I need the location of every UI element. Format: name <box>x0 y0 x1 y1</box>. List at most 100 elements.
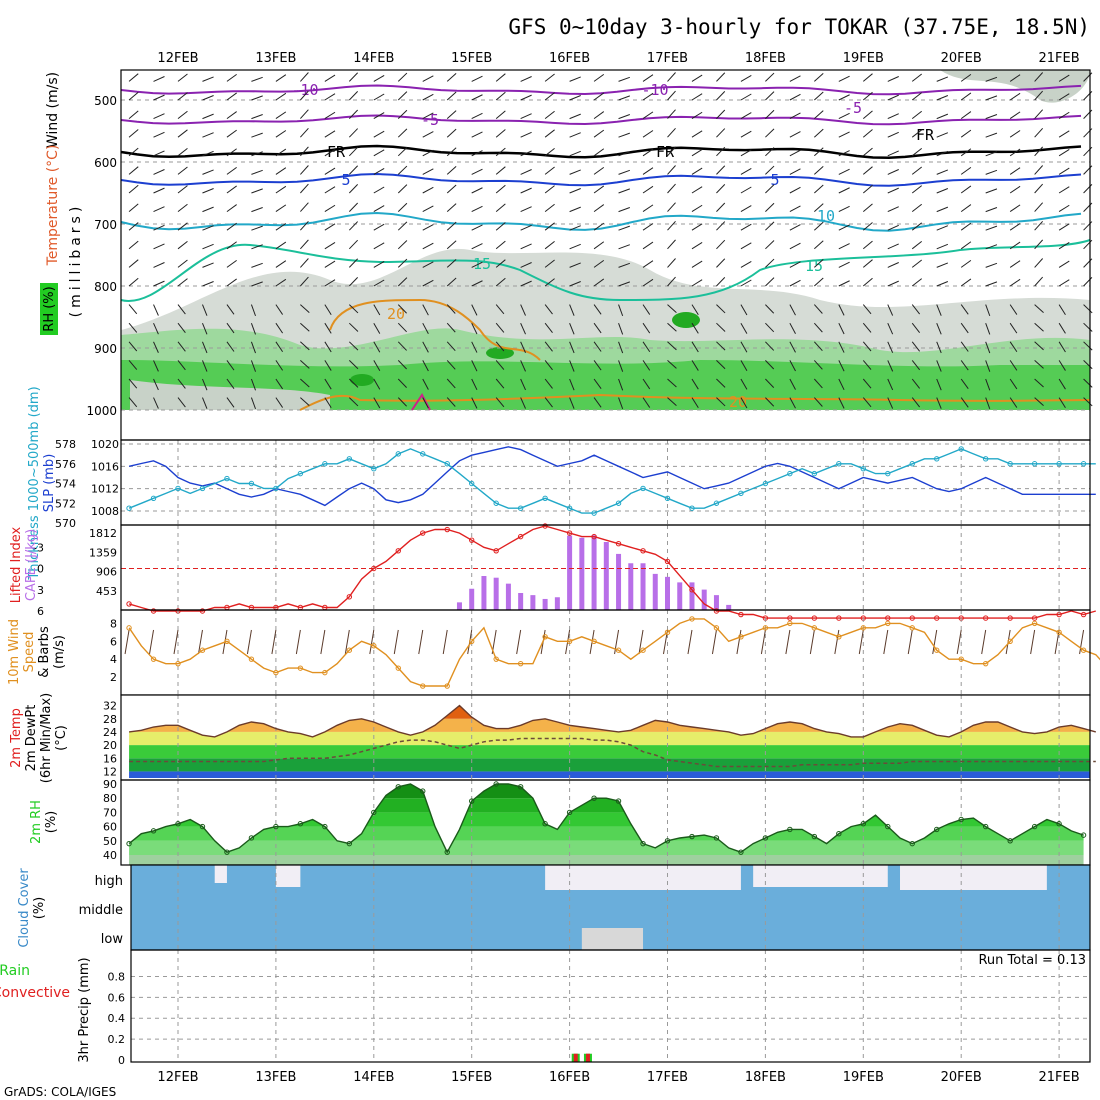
wind-barb <box>177 278 188 287</box>
pressure-tick: 700 <box>94 218 117 232</box>
thickness-tick: 572 <box>55 497 76 510</box>
wind-barb <box>740 397 748 409</box>
wind-barb <box>911 259 923 268</box>
lifted-index-line-point <box>640 548 646 554</box>
wind-barb <box>642 360 651 371</box>
wind-barb <box>471 360 478 372</box>
wind-barb <box>1058 341 1066 353</box>
wind-barb <box>1009 111 1021 120</box>
wind-barb <box>295 629 301 655</box>
wind-barb <box>716 322 726 332</box>
wind-barb <box>960 185 972 194</box>
wind-barb <box>471 94 483 101</box>
wind-barb <box>251 95 263 101</box>
wind-barb <box>887 94 899 101</box>
top-day-label: 17FEB <box>647 51 688 66</box>
wind-barb <box>1058 167 1070 175</box>
wind-barb <box>128 166 139 175</box>
wind-barb <box>740 360 748 372</box>
wind-barb <box>422 168 434 175</box>
thickness-line-point <box>934 456 940 462</box>
wind-barb <box>985 244 998 250</box>
wind-barb <box>495 222 506 231</box>
wind-barb <box>691 167 703 175</box>
wind-barb <box>814 91 824 101</box>
cape-tick: 906 <box>96 566 117 579</box>
top-day-label: 18FEB <box>745 51 786 66</box>
wind-barb <box>1030 629 1036 655</box>
wind-barb <box>226 259 237 268</box>
wind-barb <box>471 397 478 409</box>
panel-axis-label: Thickness 1000~500mb (dm) <box>27 386 42 580</box>
wind-barb <box>520 280 532 287</box>
wind-barb <box>838 224 850 231</box>
wind-barb <box>202 378 208 391</box>
wind-barb <box>813 304 823 314</box>
wind-barb <box>960 73 972 82</box>
wind-barb <box>667 341 677 351</box>
wind-speed-line-point <box>371 643 377 649</box>
lifted-index-line-point <box>1007 615 1013 621</box>
rh-line-point <box>640 840 646 847</box>
wind-barb <box>1058 279 1070 287</box>
wind-barb <box>569 262 581 268</box>
lifted-index-line-point <box>713 608 720 614</box>
wind-barb <box>446 258 457 268</box>
wind-barb <box>618 76 630 82</box>
wind-barb <box>638 629 644 655</box>
wind-barb <box>544 341 553 352</box>
wind-speed-line-point <box>175 660 181 667</box>
wind-barb <box>177 360 186 371</box>
wind-barb <box>422 304 429 316</box>
wind-barb <box>300 322 310 332</box>
wind-barb <box>642 397 651 408</box>
wind-barb <box>275 278 287 287</box>
wind-barb <box>740 378 748 390</box>
lifted-index-line-point <box>836 615 842 621</box>
wind-barb <box>393 629 399 655</box>
wind-barb <box>251 188 263 194</box>
wind-barb <box>593 73 605 82</box>
wind-barb <box>936 281 949 287</box>
wind-barb <box>202 262 214 268</box>
wind-barb <box>251 169 263 175</box>
lifted-index-line-point <box>150 608 157 614</box>
panel-frame <box>120 439 1091 526</box>
wind-barb <box>397 128 408 138</box>
wind-barb <box>887 150 899 157</box>
contour-10 <box>120 211 1082 232</box>
wind-barb <box>911 278 923 287</box>
wind-barb <box>838 261 850 268</box>
wind-barb <box>960 341 969 352</box>
wind-barb <box>275 341 284 353</box>
wind-barb <box>1034 258 1044 268</box>
wind-barb <box>446 322 456 333</box>
temp-tick: 32 <box>103 700 117 713</box>
wind-barb <box>569 360 575 372</box>
wind-barb <box>226 278 237 287</box>
bottom-day-label: 17FEB <box>647 1070 688 1085</box>
wind-barb <box>691 378 699 390</box>
wind-barb <box>960 111 972 120</box>
wind-barb <box>887 206 899 213</box>
contour-label: FR <box>916 126 935 144</box>
wind-barb <box>618 262 630 268</box>
contour-label: 5 <box>770 171 779 189</box>
contour-25 <box>411 393 431 411</box>
precip-convective-bar <box>573 1053 578 1062</box>
wind-barb <box>520 76 532 82</box>
wind-barb <box>985 169 998 175</box>
wind-barb <box>936 378 942 391</box>
wind-barb <box>765 109 775 119</box>
wind-barb <box>785 629 791 655</box>
wind-barb <box>446 360 456 370</box>
wind-barb <box>985 151 998 157</box>
pressure-axis-label: (millibars) <box>68 203 84 318</box>
contour-label: FR <box>656 143 675 161</box>
wind-barb <box>1058 111 1070 120</box>
wind-barb <box>789 224 801 231</box>
wind-barb <box>128 222 139 231</box>
wind-barb <box>153 280 165 287</box>
wind-barb <box>814 165 824 175</box>
wind-barb <box>251 151 263 157</box>
